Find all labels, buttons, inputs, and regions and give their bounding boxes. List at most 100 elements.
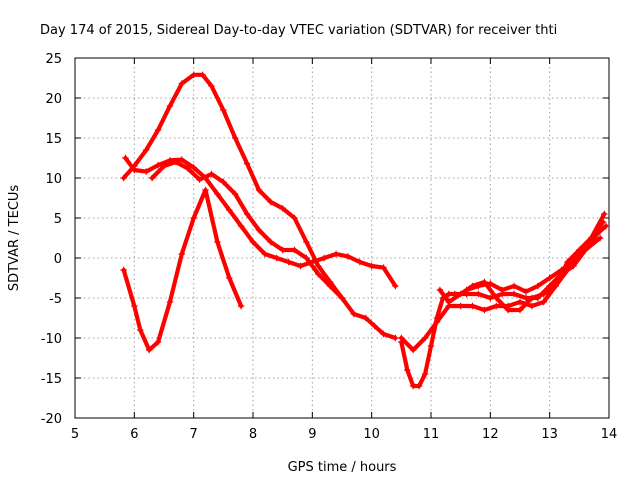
data-point [285, 258, 292, 266]
grid [75, 58, 609, 418]
x-axis-label: GPS time / hours [288, 460, 397, 475]
y-tick-label: -15 [41, 372, 62, 387]
data-point [504, 306, 512, 314]
data-point [255, 186, 263, 194]
x-tick-label: 7 [190, 427, 198, 442]
data-point [303, 238, 310, 246]
data-point [493, 294, 500, 302]
data-point [321, 254, 328, 262]
data-point [392, 334, 399, 342]
data-point [143, 168, 150, 175]
x-tick-label: 6 [130, 427, 138, 442]
series-line-arc-2 [123, 155, 398, 289]
data-point [315, 262, 322, 270]
data-point [202, 186, 209, 194]
data-point [166, 102, 174, 110]
series-line-arc-5 [399, 235, 603, 389]
data-point [166, 298, 174, 306]
data-point [243, 210, 251, 218]
y-tick-label: 5 [54, 212, 62, 227]
data-point [243, 160, 251, 167]
x-tick-label: 5 [71, 427, 79, 442]
data-point [516, 306, 524, 314]
data-point [380, 330, 387, 338]
data-point [220, 106, 227, 114]
data-point [534, 282, 541, 290]
data-point [436, 286, 444, 294]
x-tick-label: 12 [482, 427, 499, 442]
data-point [332, 250, 340, 258]
data-point [214, 238, 221, 246]
data-point [199, 71, 206, 78]
data-point [273, 254, 280, 262]
data-point [190, 164, 197, 171]
data-point [499, 286, 506, 294]
axis-ticks [74, 57, 610, 419]
data-point [570, 258, 577, 266]
data-point [237, 302, 245, 310]
data-point [510, 290, 518, 298]
data-point [237, 222, 245, 230]
data-point [410, 346, 417, 354]
data-point [475, 282, 482, 290]
data-point [510, 282, 518, 290]
x-tick-label: 13 [541, 427, 558, 442]
data-point [602, 222, 609, 230]
data-point [445, 298, 452, 306]
data-point [516, 298, 524, 306]
data-point [131, 302, 138, 310]
data-point [190, 71, 197, 78]
data-point [380, 264, 387, 271]
data-point [457, 302, 464, 310]
series-line-arc-3 [150, 159, 345, 301]
data-point [120, 266, 127, 274]
y-tick-label: 15 [45, 132, 62, 147]
data-point [160, 162, 168, 170]
data-point [279, 205, 286, 212]
data-point [291, 214, 298, 222]
data-point [457, 290, 464, 298]
y-axis-label: SDTVAR / TECUs [7, 185, 22, 292]
data-point [344, 253, 352, 260]
data-point [172, 158, 180, 166]
x-tick-label: 14 [601, 427, 618, 442]
data-point [421, 370, 429, 378]
data-series [120, 71, 609, 390]
data-point [415, 382, 423, 390]
data-point [546, 274, 553, 282]
data-point [398, 334, 405, 342]
series-line-arc-1 [121, 72, 398, 341]
data-point [261, 250, 269, 258]
data-point [220, 178, 227, 186]
data-point [596, 234, 604, 242]
data-point [427, 342, 435, 350]
y-tick-label: 25 [45, 52, 62, 67]
data-point [421, 334, 429, 342]
data-point [326, 282, 334, 290]
data-point [297, 262, 304, 270]
y-tick-label: 10 [45, 172, 62, 187]
data-point [463, 286, 470, 294]
data-point [540, 290, 547, 298]
data-point [392, 282, 399, 290]
data-point [154, 338, 162, 346]
data-point [214, 190, 221, 198]
series-line-arc-6 [399, 219, 606, 353]
data-point [267, 198, 274, 206]
data-point [208, 170, 215, 178]
data-point [291, 246, 298, 254]
data-point [528, 302, 536, 310]
data-point [232, 134, 239, 142]
data-point [445, 290, 452, 298]
data-point [356, 258, 363, 266]
data-point [371, 322, 378, 330]
data-point [120, 174, 127, 182]
data-point [226, 274, 233, 282]
data-point [178, 80, 185, 87]
data-point [178, 156, 185, 163]
series-line-arc-4 [121, 187, 244, 353]
data-point [208, 82, 215, 90]
y-tick-label: -10 [41, 332, 62, 347]
data-point [493, 302, 500, 310]
